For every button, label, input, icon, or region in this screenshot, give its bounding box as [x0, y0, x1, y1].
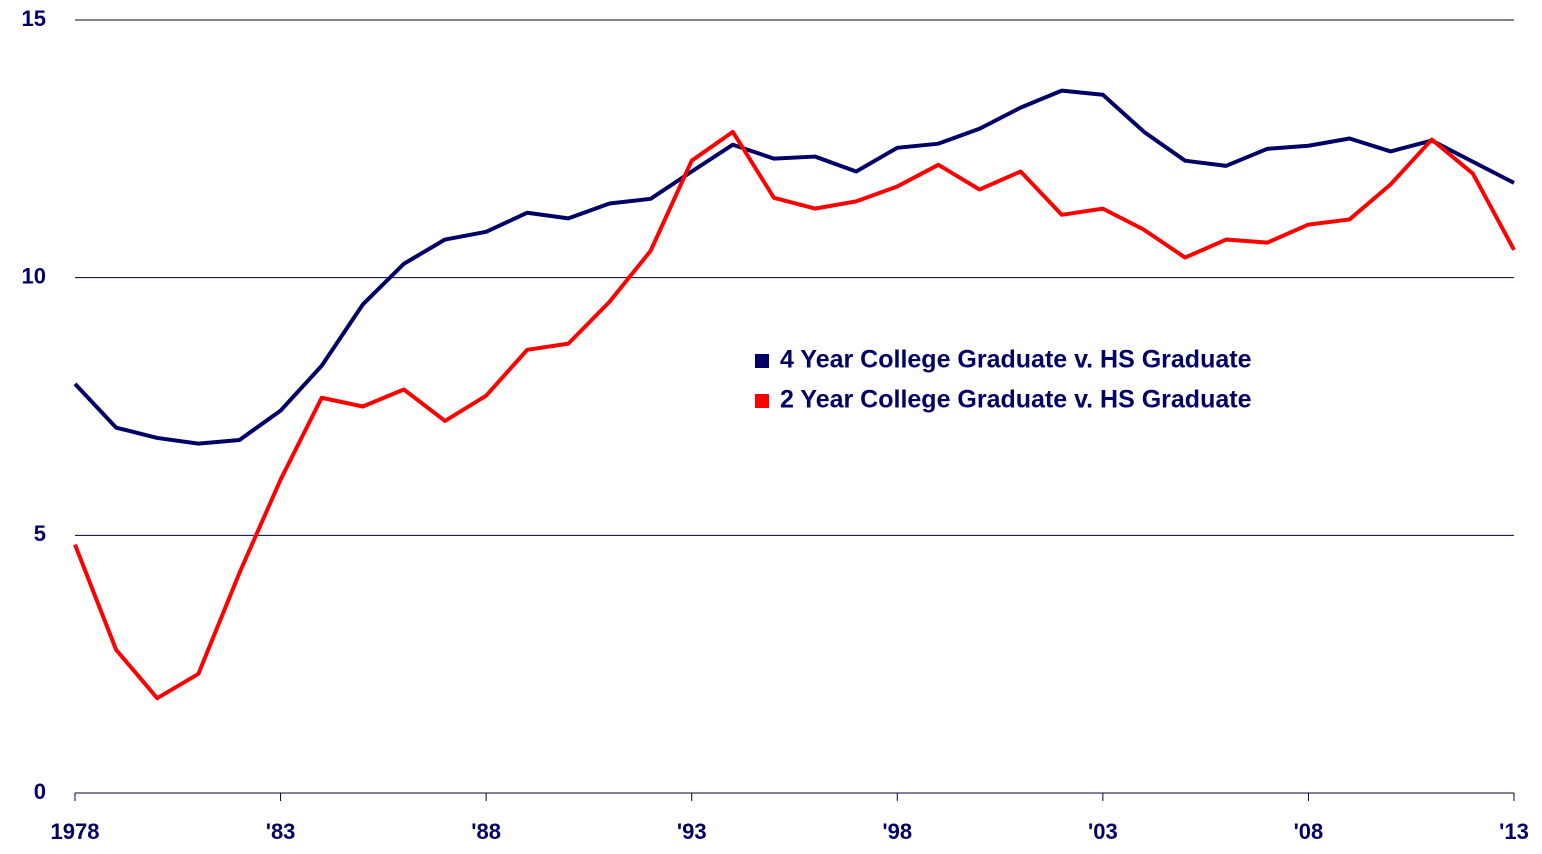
y-tick-label: 15 [22, 6, 46, 31]
y-tick-label: 10 [22, 263, 46, 288]
x-tick-label: 1978 [51, 819, 100, 844]
x-tick-label: '83 [266, 819, 296, 844]
series-line [73, 129, 1516, 701]
series-line [73, 88, 1515, 446]
legend-marker [755, 394, 769, 408]
legend-label: 4 Year College Graduate v. HS Graduate [780, 346, 1252, 374]
x-tick-label: '93 [677, 819, 707, 844]
x-tick-label: '08 [1294, 819, 1324, 844]
y-tick-label: 0 [34, 779, 46, 804]
legend-label: 2 Year College Graduate v. HS Graduate [780, 386, 1252, 414]
x-tick-label: '03 [1088, 819, 1118, 844]
legend-marker [755, 354, 769, 368]
x-tick-label: '13 [1499, 819, 1529, 844]
x-tick-label: '88 [471, 819, 501, 844]
y-tick-label: 5 [34, 521, 46, 546]
x-tick-label: '98 [882, 819, 912, 844]
